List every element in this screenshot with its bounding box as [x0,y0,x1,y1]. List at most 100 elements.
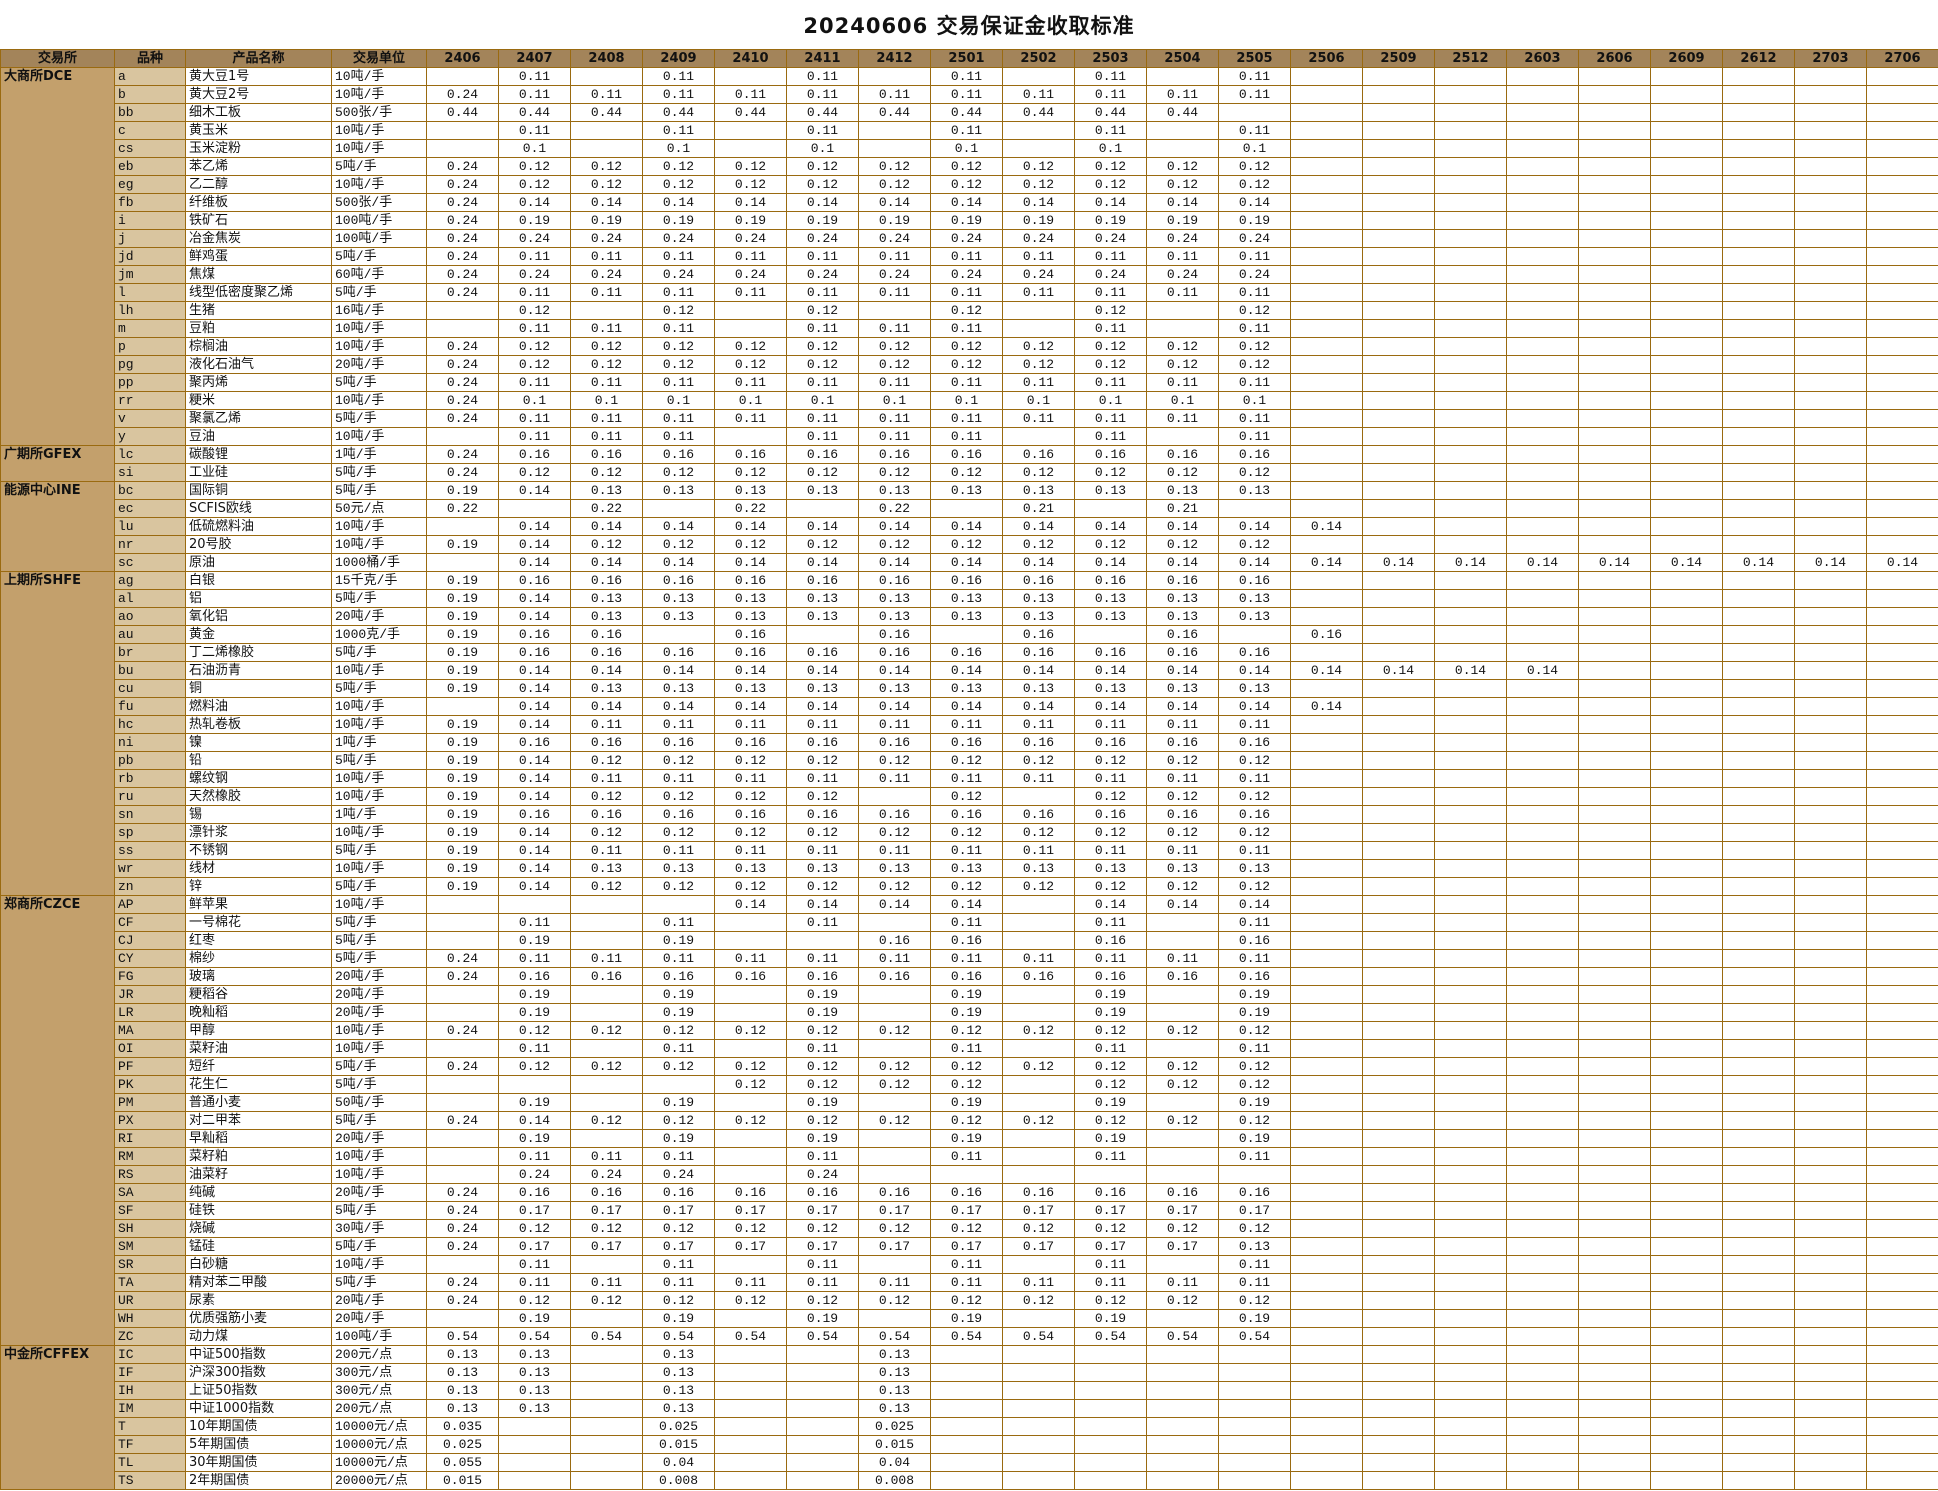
margin-rate-cell [1434,1237,1507,1256]
margin-rate-cell [1362,229,1435,248]
product-name: 燃料油 [185,697,332,716]
product-code: MA [114,1021,186,1040]
product-name: 鲜鸡蛋 [185,247,332,266]
margin-rate-cell [1506,355,1579,374]
product-name: SCFIS欧线 [185,499,332,518]
product-code: ag [114,571,186,590]
margin-rate-cell [1362,1471,1435,1490]
margin-rate-cell [1506,787,1579,806]
margin-rate-cell [1866,1327,1938,1346]
margin-rate-cell: 0.11 [786,841,859,860]
product-code: RI [114,1129,186,1148]
margin-rate-cell: 0.54 [1002,1327,1075,1346]
margin-rate-cell [1794,1075,1867,1094]
margin-rate-cell: 0.14 [1146,697,1219,716]
margin-rate-cell: 0.13 [426,1381,499,1400]
margin-rate-cell [1506,1165,1579,1184]
margin-rate-cell: 0.1 [1002,391,1075,410]
margin-rate-cell [1362,751,1435,770]
margin-rate-cell: 0.11 [858,1273,931,1292]
margin-rate-cell [1290,985,1363,1004]
trading-unit: 10吨/手 [331,715,427,734]
margin-rate-cell [1794,1291,1867,1310]
margin-rate-cell: 0.12 [714,1021,787,1040]
margin-rate-cell [1794,1219,1867,1238]
margin-rate-cell: 0.12 [858,1291,931,1310]
product-code: eb [114,157,186,176]
margin-rate-cell [1722,517,1795,536]
product-name: 天然橡胶 [185,787,332,806]
product-code: CF [114,913,186,932]
margin-rate-cell: 0.12 [786,877,859,896]
margin-rate-cell [1794,877,1867,896]
margin-rate-cell: 0.24 [714,265,787,284]
margin-rate-cell: 0.12 [570,1291,643,1310]
margin-rate-cell: 0.11 [570,769,643,788]
margin-rate-cell [1506,751,1579,770]
margin-rate-cell [1722,1345,1795,1364]
margin-rate-cell [1362,859,1435,878]
margin-rate-cell: 0.1 [1146,391,1219,410]
product-name: 20号胶 [185,535,332,554]
margin-rate-cell: 0.24 [426,211,499,230]
product-name: 玻璃 [185,967,332,986]
margin-rate-cell: 0.16 [1074,967,1147,986]
margin-rate-cell: 0.11 [786,283,859,302]
margin-rate-cell [1506,121,1579,140]
margin-rate-cell: 0.12 [642,355,715,374]
margin-rate-cell: 0.04 [642,1453,715,1472]
margin-rate-cell [1218,1345,1291,1364]
header-month-2407: 2407 [498,49,571,68]
margin-rate-cell [1794,1237,1867,1256]
margin-rate-cell: 0.11 [1146,283,1219,302]
margin-rate-cell [1290,67,1363,86]
margin-rate-cell: 0.12 [642,877,715,896]
margin-rate-cell [1866,733,1938,752]
margin-rate-cell: 0.24 [426,1021,499,1040]
margin-rate-cell [1290,769,1363,788]
margin-rate-cell: 0.11 [1218,913,1291,932]
margin-rate-cell [1506,679,1579,698]
margin-rate-cell: 0.14 [858,661,931,680]
margin-rate-cell: 0.12 [930,301,1003,320]
product-name: 黄大豆1号 [185,67,332,86]
margin-rate-cell: 0.12 [1074,1057,1147,1076]
margin-rate-cell: 0.12 [1074,1291,1147,1310]
margin-rate-cell [858,301,931,320]
margin-rate-cell [930,625,1003,644]
margin-rate-cell [1650,1237,1723,1256]
header-product-name: 产品名称 [185,49,332,68]
margin-rate-cell [1002,931,1075,950]
table-row: FG 玻璃 20吨/手 0.24 0.16 0.16 0.16 0.16 0.16 0.16 0.1… [1,967,1938,986]
margin-rate-cell: 0.13 [1218,589,1291,608]
margin-rate-cell [1362,1237,1435,1256]
margin-rate-cell [426,1075,499,1094]
margin-rate-cell: 0.11 [1218,427,1291,446]
margin-rate-cell: 0.14 [1218,193,1291,212]
margin-rate-cell [570,913,643,932]
margin-rate-cell [1434,445,1507,464]
margin-rate-cell [1506,463,1579,482]
margin-rate-cell: 0.12 [1218,877,1291,896]
margin-rate-cell: 0.16 [1002,1183,1075,1202]
margin-rate-cell [1002,1093,1075,1112]
margin-rate-cell [1794,751,1867,770]
table-row: eg 乙二醇 10吨/手 0.24 0.12 0.12 0.12 0.12 0.12 0.12 0.… [1,175,1938,194]
margin-rate-cell [1506,1129,1579,1148]
margin-rate-cell [498,1435,571,1454]
margin-rate-cell: 0.11 [498,1273,571,1292]
margin-rate-cell [1290,355,1363,374]
margin-rate-cell [1794,265,1867,284]
margin-rate-cell [1866,589,1938,608]
margin-rate-cell [1794,643,1867,662]
margin-rate-cell: 0.12 [858,535,931,554]
margin-rate-cell [1722,1075,1795,1094]
margin-rate-cell [1722,337,1795,356]
margin-rate-cell [1722,769,1795,788]
product-name: 氧化铝 [185,607,332,626]
margin-rate-cell [1434,697,1507,716]
margin-rate-cell [1506,247,1579,266]
margin-rate-cell: 0.17 [1074,1237,1147,1256]
margin-rate-cell [1362,1399,1435,1418]
margin-rate-cell [570,67,643,86]
